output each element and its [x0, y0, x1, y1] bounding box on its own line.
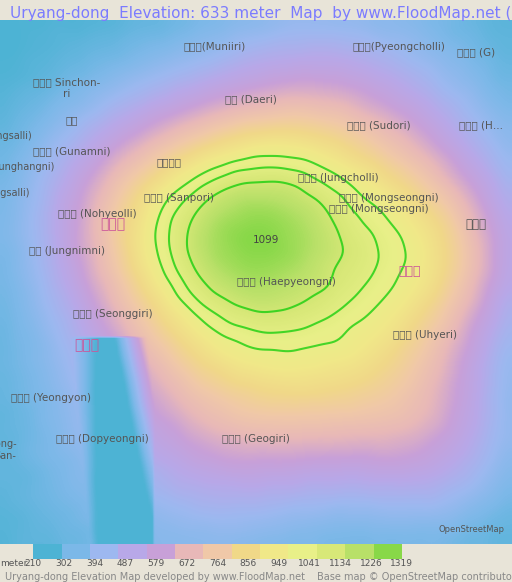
- Bar: [203, 544, 232, 559]
- Text: 949: 949: [270, 559, 288, 567]
- Text: 송산: 송산: [66, 115, 78, 125]
- Text: 대리 (Daeri): 대리 (Daeri): [225, 94, 277, 104]
- Text: 1134: 1134: [329, 559, 352, 567]
- Text: 수도리 (Sudori): 수도리 (Sudori): [347, 120, 411, 130]
- Bar: [61, 544, 90, 559]
- Text: 성기리 (Seonggiri): 성기리 (Seonggiri): [73, 308, 153, 319]
- Text: 1319: 1319: [391, 559, 413, 567]
- Bar: [288, 544, 317, 559]
- Text: Uryang-dong  Elevation: 633 meter  Map  by www.FloodMap.net (beta): Uryang-dong Elevation: 633 meter Map by …: [10, 6, 512, 20]
- Text: 가북면: 가북면: [398, 265, 421, 278]
- Bar: [118, 544, 147, 559]
- Text: 1099: 1099: [253, 235, 280, 246]
- Text: Uryang-dong Elevation Map developed by www.FloodMap.net: Uryang-dong Elevation Map developed by w…: [5, 572, 305, 582]
- Text: 1226: 1226: [360, 559, 382, 567]
- Text: Jong-
San-: Jong- San-: [0, 439, 17, 461]
- Text: 용양면: 용양면: [465, 218, 487, 231]
- Text: 210: 210: [25, 559, 42, 567]
- Text: 산포리 (Sanpori): 산포리 (Sanpori): [144, 193, 214, 204]
- Text: 487: 487: [117, 559, 134, 567]
- Bar: [260, 544, 288, 559]
- Text: 입리 (Jungnimni): 입리 (Jungnimni): [29, 246, 104, 256]
- Text: (Jungsalli): (Jungsalli): [0, 188, 29, 198]
- Text: 거기리 (Geogiri): 거기리 (Geogiri): [222, 434, 290, 445]
- Text: Base map © OpenStreetMap contributors: Base map © OpenStreetMap contributors: [317, 572, 512, 582]
- Bar: [317, 544, 345, 559]
- Text: 년고리 (Yeongyon): 년고리 (Yeongyon): [11, 392, 91, 403]
- Text: 수석리 (Mongseongni): 수석리 (Mongseongni): [339, 193, 439, 204]
- Text: 394: 394: [86, 559, 103, 567]
- Text: 용양면: 용양면: [100, 218, 125, 232]
- Text: OpenStreetMap: OpenStreetMap: [438, 525, 504, 534]
- Bar: [232, 544, 260, 559]
- Text: 도평리 (Dopyeongni): 도평리 (Dopyeongni): [56, 434, 149, 445]
- Bar: [90, 544, 118, 559]
- Text: 수석리 (Mongseongni): 수석리 (Mongseongni): [329, 204, 429, 214]
- Text: 764: 764: [209, 559, 226, 567]
- Text: 군공리(Muniiri): 군공리(Muniiri): [184, 41, 246, 52]
- Text: 중초리 (Jungcholli): 중초리 (Jungcholli): [297, 172, 378, 183]
- Text: 노현리 (Nohyeolli): 노현리 (Nohyeolli): [58, 209, 137, 219]
- Text: 579: 579: [147, 559, 165, 567]
- Text: 주상면: 주상면: [74, 338, 100, 352]
- Text: 우혁리 (Uhyeri): 우혁리 (Uhyeri): [393, 329, 457, 340]
- Text: 황즈리 (H…: 황즈리 (H…: [459, 120, 503, 130]
- Bar: [147, 544, 175, 559]
- Text: (Gongsalli): (Gongsalli): [0, 130, 32, 141]
- Bar: [175, 544, 203, 559]
- Text: 856: 856: [240, 559, 257, 567]
- Text: 금공마을: 금공마을: [157, 157, 181, 167]
- Text: 672: 672: [178, 559, 196, 567]
- Text: (Gunghangni): (Gunghangni): [0, 162, 54, 172]
- Bar: [345, 544, 374, 559]
- Text: 1041: 1041: [298, 559, 321, 567]
- Bar: [33, 544, 61, 559]
- Text: 군남리 (Gunamni): 군남리 (Gunamni): [33, 146, 111, 157]
- Text: 302: 302: [55, 559, 73, 567]
- Text: 신초리 Sinchon-
ri: 신초리 Sinchon- ri: [33, 77, 100, 100]
- Text: 해평리 (Haepyeongni): 해평리 (Haepyeongni): [237, 277, 336, 288]
- Text: 금공리 (G): 금공리 (G): [457, 47, 495, 57]
- Text: meter: meter: [0, 559, 27, 567]
- Bar: [374, 544, 402, 559]
- Text: 새정리(Pyeongcholli): 새정리(Pyeongcholli): [353, 41, 446, 52]
